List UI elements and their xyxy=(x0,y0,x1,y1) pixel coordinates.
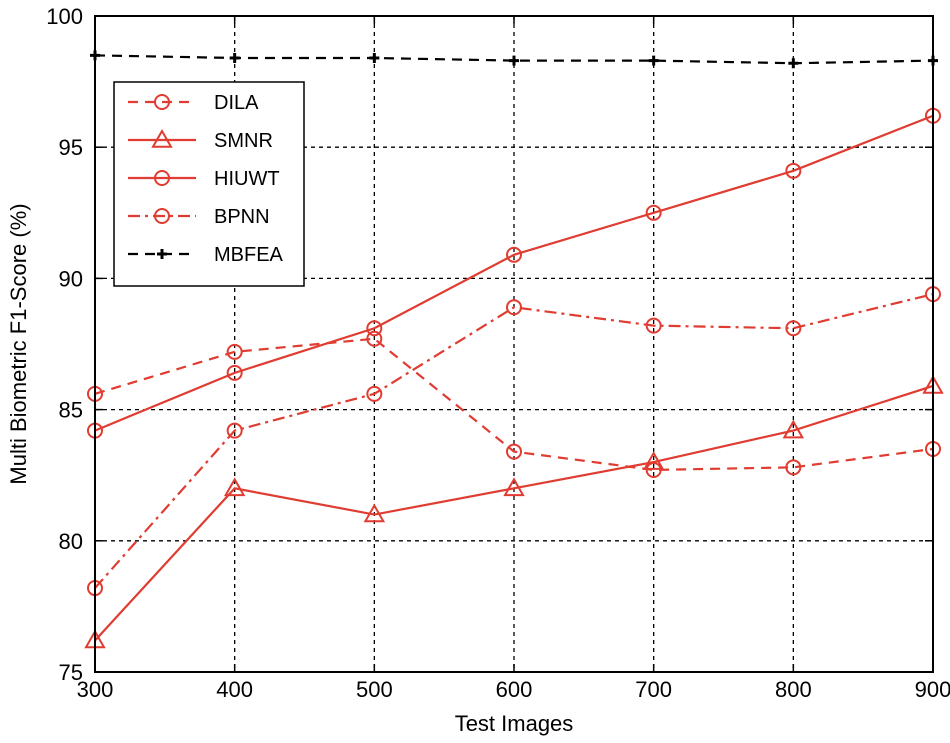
legend-label-bpnn: BPNN xyxy=(214,206,270,228)
data-point-smnr xyxy=(642,451,665,470)
data-point-bpnn xyxy=(366,385,383,402)
data-point-bpnn xyxy=(645,317,662,334)
data-point-bpnn xyxy=(506,299,522,316)
data-point-bpnn xyxy=(226,422,243,439)
data-point-mbfea xyxy=(648,55,659,66)
legend-marker-dila xyxy=(154,94,170,110)
y-tick-label: 80 xyxy=(59,529,83,554)
legend-marker-hiuwt xyxy=(154,170,170,186)
data-point-smnr xyxy=(503,477,525,497)
legend-label-dila: DILA xyxy=(214,92,259,114)
x-tick-label: 500 xyxy=(356,677,393,702)
data-point-dila xyxy=(785,459,802,476)
legend-marker-bpnn xyxy=(154,208,170,224)
y-axis-title: Multi Biometric F1-Score (%) xyxy=(6,203,31,484)
data-point-mbfea xyxy=(788,58,799,69)
series-hiuwt xyxy=(87,107,941,439)
data-point-dila xyxy=(506,443,522,460)
series-line-bpnn xyxy=(94,293,934,589)
series-mbfea xyxy=(90,50,938,69)
x-tick-label: 300 xyxy=(77,677,114,702)
data-point-smnr xyxy=(223,477,246,497)
data-point-hiuwt xyxy=(506,246,522,263)
series-dila xyxy=(87,330,941,478)
legend-label-smnr: SMNR xyxy=(214,130,273,152)
series-group xyxy=(84,50,944,649)
legend-box xyxy=(113,81,305,287)
legend-item-dila: DILA xyxy=(128,92,259,114)
data-point-dila xyxy=(366,330,383,347)
data-point-smnr xyxy=(782,419,805,439)
x-tick-label: 800 xyxy=(775,677,812,702)
y-tick-label: 75 xyxy=(59,660,83,685)
data-point-bpnn xyxy=(785,320,802,337)
data-point-hiuwt xyxy=(645,204,662,221)
data-point-hiuwt xyxy=(366,320,383,337)
data-point-dila xyxy=(226,343,243,360)
x-tick-label: 900 xyxy=(915,677,950,702)
y-tick-label: 95 xyxy=(59,135,83,160)
x-axis-title: Test Images xyxy=(455,711,574,736)
legend-item-bpnn: BPNN xyxy=(128,206,270,228)
legend-marker-mbfea xyxy=(157,249,167,259)
y-tick-label: 100 xyxy=(46,4,83,29)
x-tick-label: 400 xyxy=(216,677,253,702)
legend-label-mbfea: MBFEA xyxy=(214,244,284,266)
series-smnr xyxy=(84,374,944,649)
series-line-dila xyxy=(94,337,934,472)
legend-marker-smnr xyxy=(151,128,173,148)
series-line-hiuwt xyxy=(94,114,934,432)
series-line-smnr xyxy=(94,384,934,642)
legend: DILA SMNR HIUWT BPNN MBFEA xyxy=(113,81,305,287)
legend-label-hiuwt: HIUWT xyxy=(214,168,280,190)
x-tick-label: 600 xyxy=(496,677,533,702)
y-tick-label: 85 xyxy=(59,398,83,423)
data-point-smnr xyxy=(363,503,386,523)
data-point-hiuwt xyxy=(785,162,802,179)
legend-item-smnr: SMNR xyxy=(128,128,273,152)
legend-item-hiuwt: HIUWT xyxy=(128,168,280,190)
data-point-mbfea xyxy=(509,55,519,66)
y-tick-label: 90 xyxy=(59,266,83,291)
x-tick-label: 700 xyxy=(635,677,672,702)
legend-item-mbfea: MBFEA xyxy=(128,244,284,266)
axis-ticks: 300 400 500 600 700 800 900 75 80 85 90 95 100 xyxy=(46,4,950,702)
data-point-mbfea xyxy=(369,52,380,63)
data-point-hiuwt xyxy=(226,364,243,381)
data-point-mbfea xyxy=(229,52,240,63)
